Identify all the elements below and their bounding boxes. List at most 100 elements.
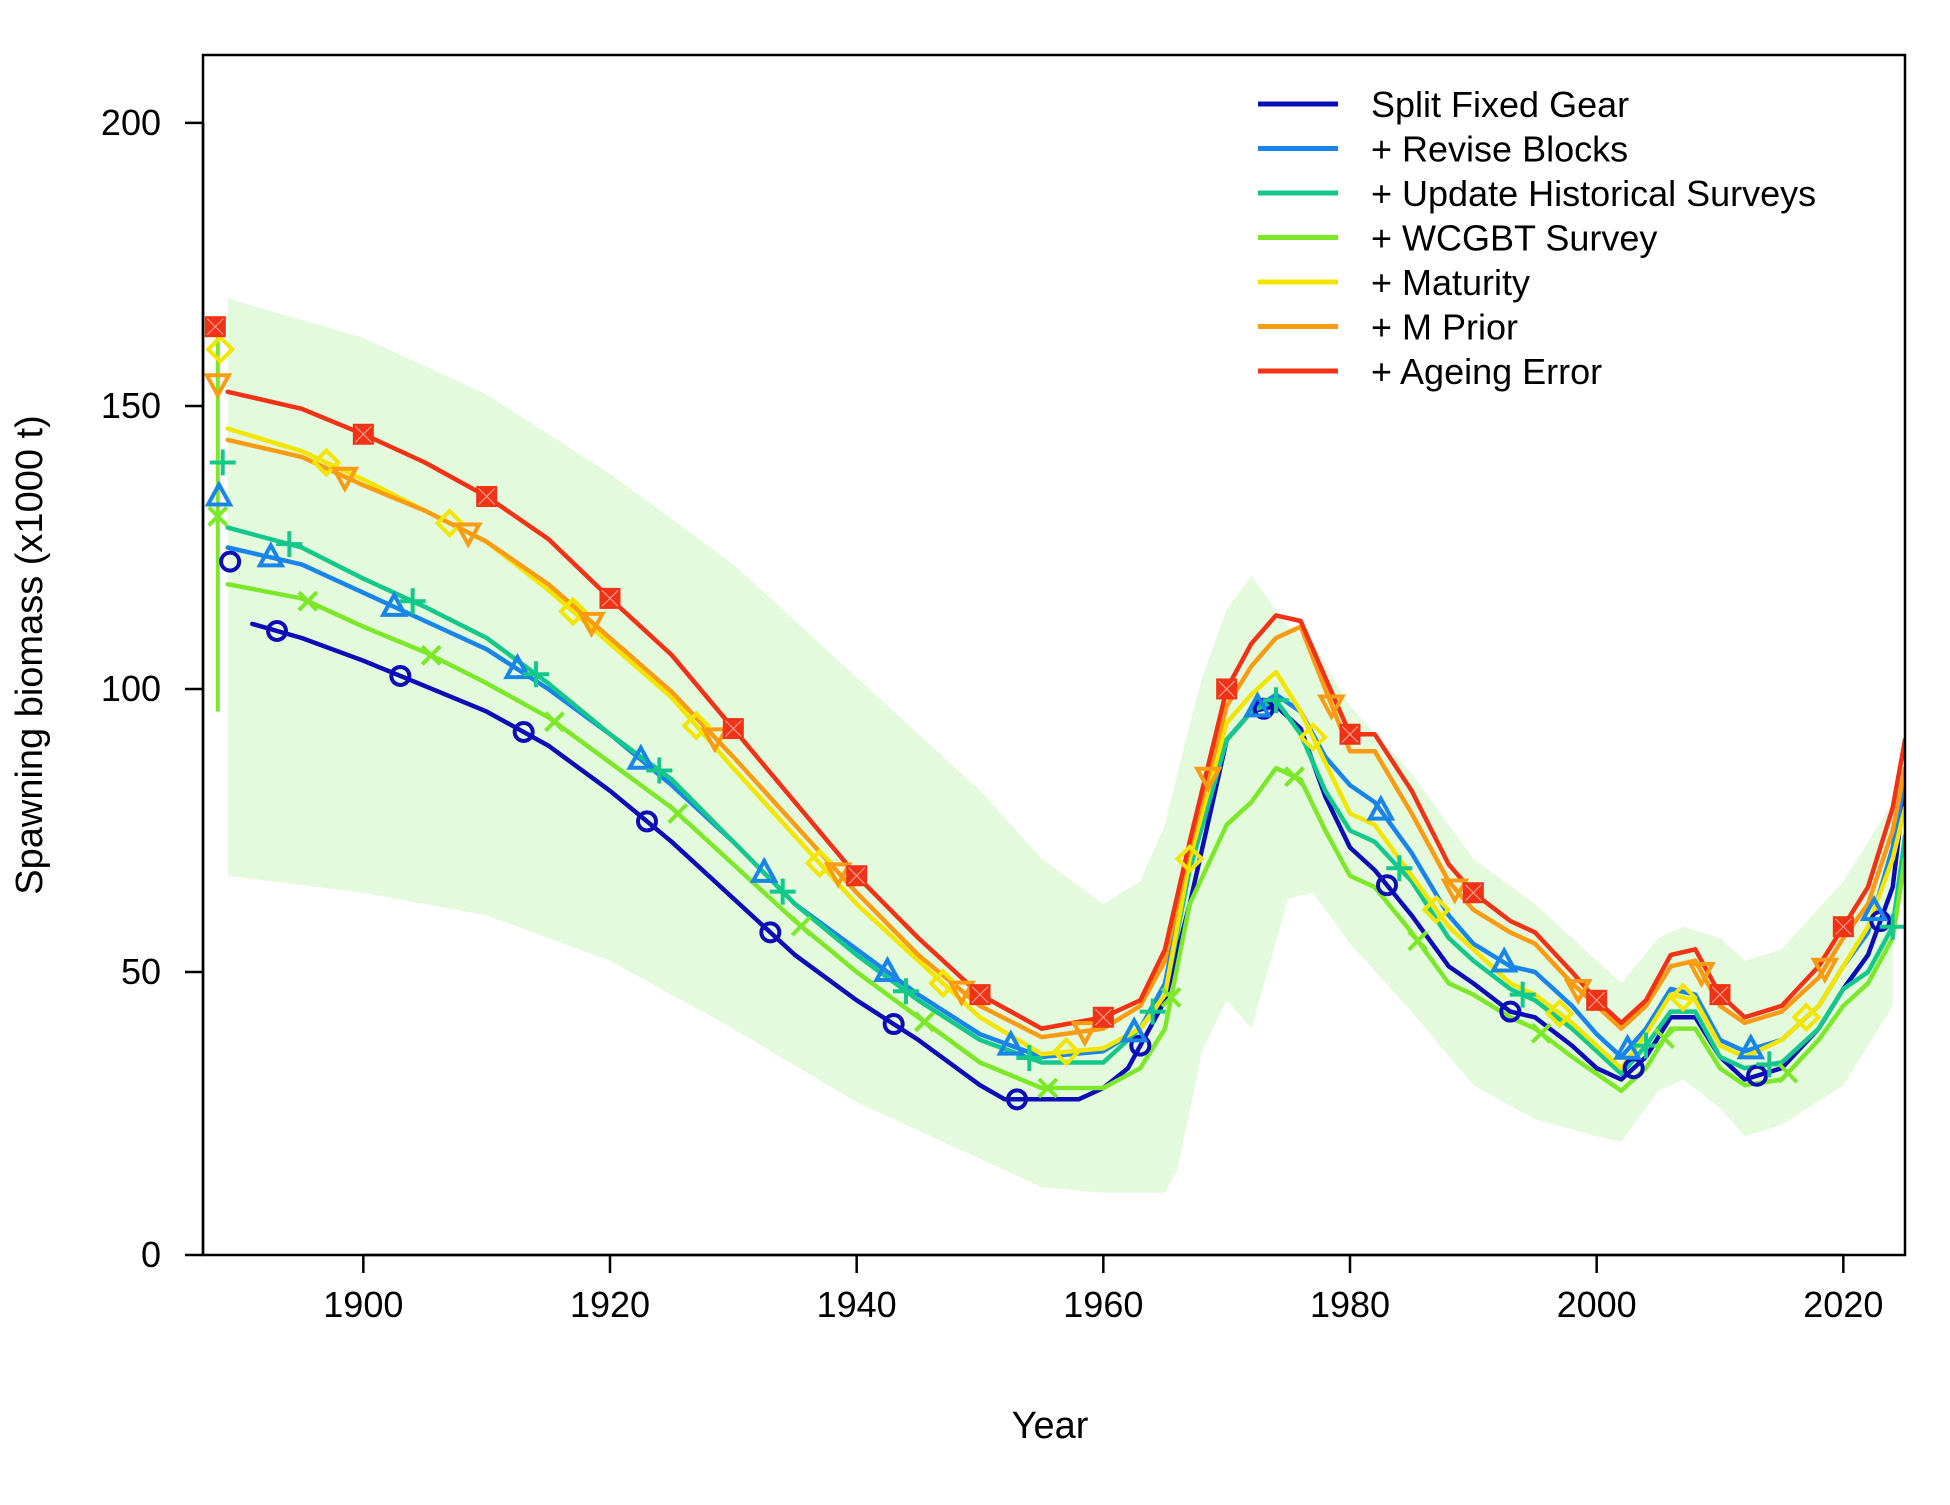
legend-label-5: + Maturity — [1371, 262, 1530, 303]
series-5-marker — [1174, 843, 1205, 874]
series-4-marker — [544, 711, 565, 733]
y-tick-label: 200 — [101, 102, 161, 143]
series-2-marker — [1119, 1016, 1149, 1043]
series-7-marker-hatch — [354, 425, 372, 443]
series-7-marker-hatch — [1341, 725, 1359, 743]
series-5-initial-marker — [205, 334, 236, 365]
series-6-marker — [577, 611, 606, 639]
legend: Split Fixed Gear+ Revise Blocks+ Update … — [1258, 84, 1816, 392]
series-5-marker — [928, 968, 958, 999]
series-5-marker — [558, 596, 588, 627]
series-2-marker — [1859, 894, 1889, 922]
series-5-marker — [681, 710, 712, 741]
x-tick-label: 1960 — [1063, 1284, 1143, 1325]
series-4-marker — [1530, 1022, 1552, 1044]
x-tick-label: 1920 — [570, 1284, 650, 1325]
series-2-marker — [1489, 946, 1519, 973]
series-6-initial-marker — [203, 373, 233, 400]
series-6-marker — [700, 727, 730, 754]
series-4-marker — [667, 803, 689, 824]
series-2-marker — [873, 955, 902, 982]
series-1-marker — [759, 921, 782, 944]
x-tick-label: 1900 — [323, 1284, 403, 1325]
series-7-marker-hatch — [1464, 884, 1482, 902]
series-4-marker — [790, 915, 812, 937]
series-1-marker — [1129, 1034, 1152, 1057]
series-3-marker — [399, 588, 426, 615]
series-7-marker-hatch — [724, 720, 742, 737]
series-2-marker — [379, 590, 409, 617]
series-1-marker — [1376, 874, 1398, 897]
y-axis: 0 50 100 150 200 — [101, 102, 205, 1275]
series-2-initial-marker — [204, 480, 234, 507]
series-6-marker — [330, 466, 360, 493]
x-tick-label: 2000 — [1557, 1284, 1637, 1325]
series-4-marker — [297, 590, 319, 612]
series-3-marker — [893, 978, 919, 1005]
series-3-marker — [646, 757, 673, 784]
series-7-marker-hatch — [848, 867, 866, 885]
series-5-marker — [1791, 1002, 1822, 1033]
series-5-marker — [1298, 722, 1328, 752]
series-1-marker — [1006, 1088, 1028, 1111]
uncertainty-band-layer — [227, 298, 1893, 1193]
series-2-marker — [503, 653, 532, 680]
series-6-marker — [823, 862, 853, 889]
series-3-marker — [1263, 687, 1289, 714]
series-2-marker — [1736, 1033, 1766, 1060]
series-2-marker — [1243, 691, 1272, 718]
legend-label-6: + M Prior — [1371, 307, 1518, 348]
series-1-marker — [1746, 1064, 1768, 1087]
series-7-marker-hatch — [971, 986, 989, 1003]
series-4-marker — [1284, 766, 1305, 788]
series-4-marker — [1654, 1028, 1675, 1049]
series-5-marker — [434, 508, 465, 538]
x-tick-label: 1940 — [817, 1284, 897, 1325]
series-3-marker — [523, 661, 549, 688]
series-6-marker — [947, 980, 976, 1007]
series-6-marker — [1563, 978, 1593, 1006]
series-2-marker — [749, 856, 779, 883]
series-3-marker — [276, 531, 303, 558]
legend-label-3: + Update Historical Surveys — [1371, 173, 1816, 214]
series-4-marker — [420, 644, 442, 666]
series-6-marker — [1687, 961, 1716, 989]
series-3-marker — [1386, 855, 1413, 882]
series-5-marker — [311, 447, 342, 478]
series-4-marker — [914, 1011, 935, 1033]
series-3-marker — [769, 878, 796, 905]
series-3-initial-marker — [209, 449, 236, 476]
series-1-marker — [636, 810, 658, 833]
series-line-3 — [225, 525, 1905, 1077]
series-2-marker — [1366, 794, 1396, 821]
series-7-initial-marker-hatch — [206, 318, 224, 336]
x-axis: 1900 1920 1940 1960 1980 2000 2020 — [323, 1253, 1883, 1325]
legend-label-2: + Revise Blocks — [1371, 129, 1628, 170]
series-2-marker — [996, 1029, 1026, 1056]
legend-label-1: Split Fixed Gear — [1371, 84, 1629, 125]
series-4-marker — [1777, 1062, 1799, 1084]
series-line-5 — [225, 426, 1905, 1071]
series-4-marker — [1160, 987, 1182, 1008]
series-4-marker — [1407, 930, 1429, 952]
series-7-marker-hatch — [1588, 991, 1606, 1009]
series-6-marker — [1070, 1021, 1100, 1048]
series-3-marker — [1509, 981, 1536, 1008]
series-6-marker — [1810, 957, 1840, 984]
series-6-marker — [453, 522, 483, 549]
series-3-marker — [1016, 1045, 1043, 1072]
series-7-marker-hatch — [478, 488, 496, 505]
initial-equilibrium-layer — [203, 316, 242, 712]
series-5-marker — [804, 848, 835, 879]
series-5-marker — [1051, 1036, 1082, 1067]
series-5-marker — [1421, 894, 1452, 925]
series-1-marker — [1499, 1000, 1522, 1023]
series-7-marker-hatch — [1218, 680, 1236, 698]
series-1-marker — [512, 720, 535, 743]
series-5-marker — [1544, 998, 1575, 1029]
series-3-marker — [1756, 1051, 1783, 1078]
series-5-marker — [1668, 982, 1698, 1013]
series-6-marker — [1193, 766, 1223, 793]
